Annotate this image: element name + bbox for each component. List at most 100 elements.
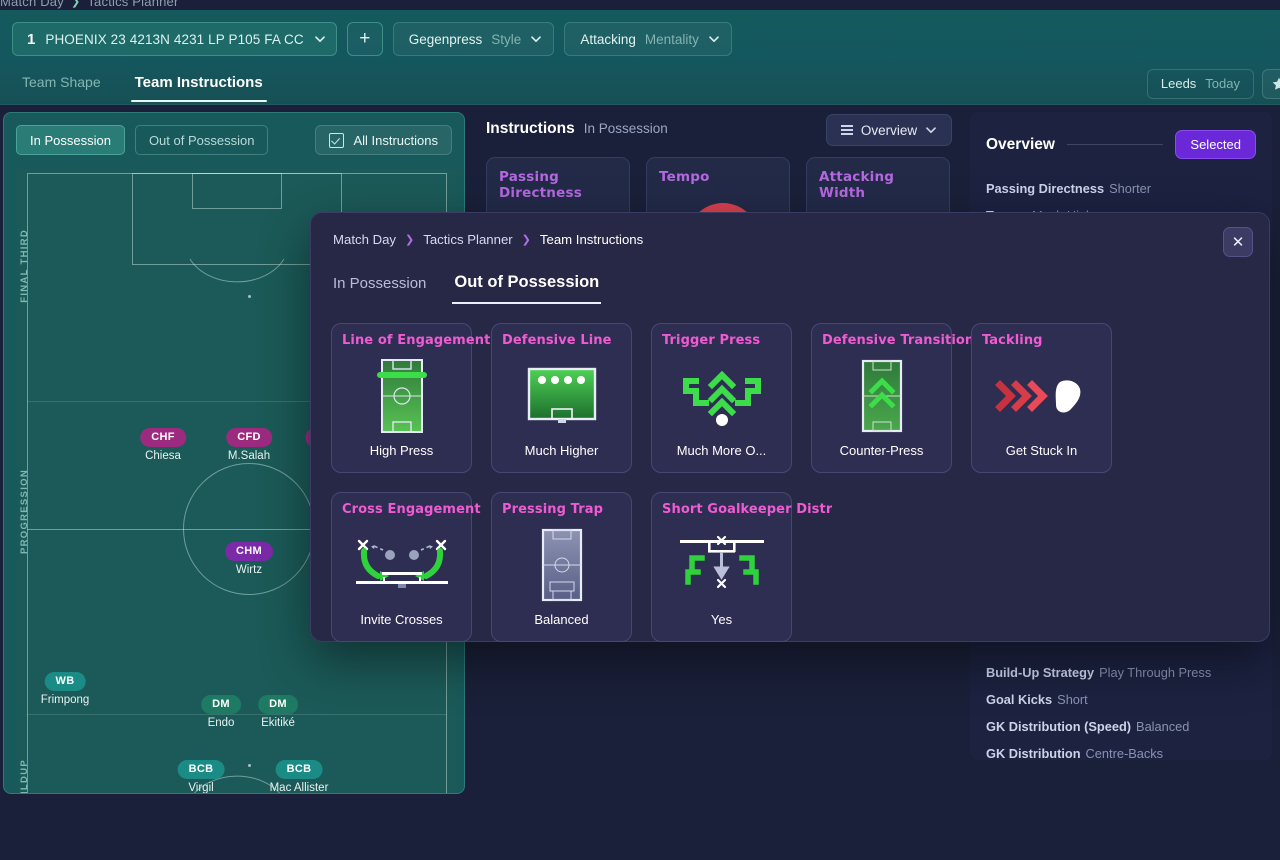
card-title: Trigger Press: [662, 334, 761, 348]
overview-dropdown-label: Overview: [860, 122, 918, 138]
instruction-card-defensive-transition[interactable]: Defensive Transition: [811, 323, 974, 473]
player-token[interactable]: WB Frimpong: [40, 671, 90, 706]
overview-row-value: Short: [1057, 692, 1088, 707]
modal-tab-in-possession[interactable]: In Possession: [333, 275, 427, 292]
card-title: Tackling: [982, 334, 1043, 348]
player-name: Frimpong: [40, 694, 90, 706]
overview-dropdown[interactable]: Overview: [826, 114, 952, 146]
card-title: Pressing Trap: [502, 503, 604, 517]
style-selector[interactable]: Gegenpress Style: [392, 22, 555, 56]
overview-panel-header: Overview Selected: [986, 130, 1256, 159]
instruction-card-pressing-trap[interactable]: Pressing Trap Balanced: [491, 492, 632, 642]
player-token[interactable]: CFD M.Salah: [226, 427, 272, 462]
overview-row[interactable]: Build-Up Strategy Play Through Press: [986, 659, 1256, 686]
card-value: High Press: [369, 443, 434, 458]
chevron-right-icon: ❯: [405, 234, 415, 246]
header-tabs: Team Shape Team Instructions: [0, 62, 1280, 105]
modal-breadcrumb-item-1[interactable]: Tactics Planner: [423, 232, 513, 247]
player-token[interactable]: CHM Wirtz: [225, 541, 273, 576]
modal-breadcrumb: Match Day ❯ Tactics Planner ❯ Team Instr…: [333, 232, 643, 247]
tactic-name: PHOENIX 23 4213N 4231 LP P105 FA CC: [45, 31, 304, 47]
pressing-trap-icon: [502, 517, 621, 612]
player-token[interactable]: DM Endo: [201, 694, 241, 729]
player-name: Wirtz: [235, 564, 263, 576]
instruction-card-line-of-engagement[interactable]: Line of Engagement High Press: [331, 323, 490, 473]
player-position: CHF: [140, 428, 186, 447]
overview-rows-lower: Build-Up Strategy Play Through Press Goal…: [986, 659, 1256, 767]
instructions-header: Instructions In Possession: [486, 120, 668, 138]
all-instructions-button[interactable]: All Instructions: [315, 125, 452, 155]
overview-row[interactable]: GK Distribution (Speed) Balanced: [986, 713, 1256, 740]
pitch-high-line-icon: [342, 348, 461, 443]
modal-tab-out-of-possession[interactable]: Out of Possession: [452, 273, 602, 304]
mentality-selector[interactable]: Attacking Mentality: [564, 22, 732, 56]
top-breadcrumb-item-1[interactable]: Tactics Planner: [87, 0, 179, 9]
card-title: Short Goalkeeper Distr: [662, 503, 833, 517]
pitch-toolbar: In Possession Out of Possession All Inst…: [4, 113, 464, 167]
style-label: Style: [491, 31, 522, 47]
card-title: Passing Directness: [499, 169, 582, 201]
chevron-down-icon: [530, 33, 542, 45]
overview-row[interactable]: Passing Directness Shorter: [986, 175, 1256, 202]
player-token[interactable]: BCB Virgil: [177, 759, 225, 794]
divider: [1066, 144, 1164, 145]
add-tactic-button[interactable]: +: [346, 22, 383, 56]
zone-label-buildup: BUILDUP: [19, 759, 30, 794]
zone-label-final-third: FINAL THIRD: [19, 229, 30, 303]
card-value: Invite Crosses: [360, 612, 443, 627]
player-name: Chiesa: [145, 450, 181, 462]
star-icon[interactable]: [1262, 68, 1280, 99]
zone-label-progression: PROGRESSION: [19, 469, 30, 555]
player-position: WB: [44, 672, 86, 691]
card-value: Counter-Press: [839, 443, 924, 458]
tab-team-instructions[interactable]: Team Instructions: [130, 66, 267, 102]
instruction-card-tackling[interactable]: Tackling Get Stuck In: [971, 323, 1112, 473]
player-name: Virgil: [188, 782, 214, 794]
tactic-number: 1: [27, 30, 36, 48]
modal-breadcrumb-item-0[interactable]: Match Day: [333, 232, 397, 247]
list-icon: [840, 124, 853, 136]
card-value: Get Stuck In: [1005, 443, 1078, 458]
instruction-card-cross-engagement[interactable]: Cross Engagement: [331, 492, 481, 642]
player-name: Endo: [207, 717, 235, 729]
player-name: M.Salah: [227, 450, 271, 462]
tackle-boot-icon: [982, 348, 1101, 443]
close-icon[interactable]: ✕: [1223, 227, 1253, 257]
player-name: Ekitiké: [261, 717, 295, 729]
selected-filter-button[interactable]: Selected: [1175, 130, 1256, 159]
player-token[interactable]: DM Ekitiké: [258, 694, 298, 729]
pitch-tab-in-possession[interactable]: In Possession: [16, 125, 125, 155]
opponent-pill[interactable]: Leeds Today: [1146, 68, 1254, 99]
card-value: Much Higher: [524, 443, 599, 458]
team-instructions-modal: Match Day ❯ Tactics Planner ❯ Team Instr…: [310, 212, 1270, 642]
chevron-down-icon: [708, 33, 720, 45]
player-token[interactable]: BCB Mac Allister: [270, 759, 328, 793]
tab-team-shape[interactable]: Team Shape: [22, 74, 101, 90]
overview-row-value: Balanced: [1136, 719, 1190, 734]
card-title: Defensive Line: [502, 334, 612, 348]
overview-row[interactable]: Goal Kicks Short: [986, 686, 1256, 713]
overview-row[interactable]: GK Distribution Centre-Backs: [986, 740, 1256, 767]
instruction-card-trigger-press[interactable]: Trigger Press: [651, 323, 792, 473]
card-title: Cross Engagement: [342, 503, 481, 517]
modal-breadcrumb-item-2: Team Instructions: [539, 232, 644, 247]
overview-row-value: Play Through Press: [1099, 665, 1212, 680]
card-value: Yes: [710, 612, 733, 627]
player-token[interactable]: CHF Chiesa: [140, 427, 186, 462]
all-instructions-label: All Instructions: [353, 132, 438, 148]
player-position: DM: [201, 695, 241, 714]
chevron-down-icon: [314, 33, 326, 45]
card-title: Attacking Width: [819, 169, 895, 201]
tactic-select[interactable]: 1 PHOENIX 23 4213N 4231 LP P105 FA CC: [12, 22, 337, 56]
top-breadcrumb-item-0[interactable]: Match Day: [0, 0, 64, 9]
pitch-tab-out-of-possession[interactable]: Out of Possession: [134, 125, 269, 155]
top-breadcrumb: Match Day ❯ Tactics Planner: [0, 0, 1280, 12]
instruction-card-short-goalkeeper-distribution[interactable]: Short Goalkeeper Distr: [651, 492, 832, 642]
mentality-label: Mentality: [644, 31, 699, 47]
player-position: BCB: [177, 760, 225, 779]
instruction-card-defensive-line[interactable]: Defensive Line Much Higher: [491, 323, 632, 473]
counter-press-icon: [822, 348, 941, 443]
invite-crosses-icon: [342, 517, 461, 612]
player-position: CFD: [226, 428, 272, 447]
